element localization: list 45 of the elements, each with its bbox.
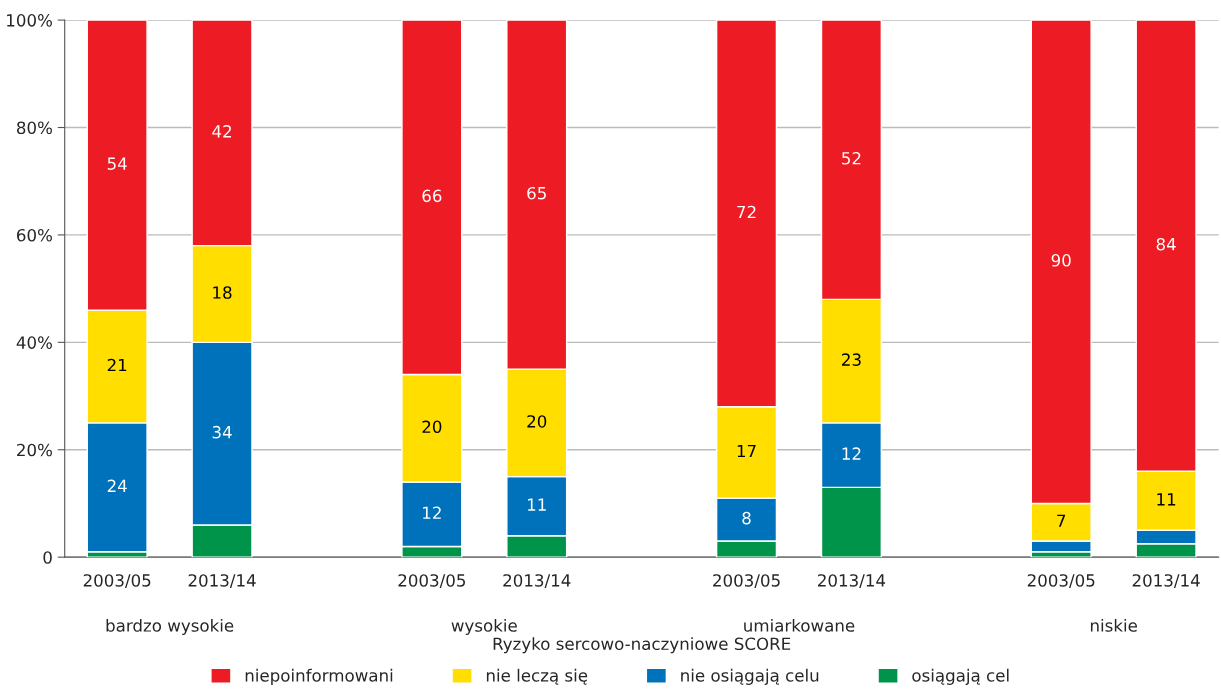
y-tick-label: 20% bbox=[17, 443, 52, 457]
data-label: 20 bbox=[527, 415, 547, 428]
x-tick-label: 2003/05 bbox=[713, 574, 780, 589]
y-tick-label: 60% bbox=[17, 228, 52, 242]
x-axis-title: Ryzyko sercowo-naczyniowe SCORE bbox=[493, 637, 791, 654]
y-tick-label: 100% bbox=[7, 14, 52, 27]
data-label: 52 bbox=[842, 151, 861, 165]
legend-label: osiągają cel bbox=[912, 668, 1009, 685]
y-tick-label: 0 bbox=[43, 551, 52, 564]
data-label: 66 bbox=[422, 189, 442, 203]
x-tick-label: 2013/14 bbox=[188, 574, 256, 589]
data-label: 12 bbox=[423, 506, 441, 519]
data-label: 7 bbox=[1057, 514, 1066, 527]
data-label: 34 bbox=[212, 425, 232, 439]
data-label: 21 bbox=[107, 358, 127, 372]
data-label: 42 bbox=[212, 125, 231, 138]
data-label: 72 bbox=[737, 205, 756, 219]
data-label: 11 bbox=[527, 498, 546, 511]
data-label: 11 bbox=[1157, 493, 1176, 506]
data-label: 18 bbox=[213, 286, 232, 299]
data-label: 20 bbox=[422, 420, 442, 434]
data-label: 65 bbox=[527, 186, 546, 200]
data-label: 23 bbox=[842, 353, 861, 366]
x-tick-label: 2003/05 bbox=[83, 574, 151, 589]
x-tick-label: 2003/05 bbox=[398, 574, 466, 589]
legend-label: nie leczą się bbox=[486, 668, 588, 685]
legend-label: niepoinformowani bbox=[245, 668, 393, 685]
x-tick-label: 2013/14 bbox=[818, 574, 886, 589]
text: umiarkowane bbox=[744, 618, 855, 632]
data-label: 12 bbox=[842, 447, 861, 460]
text: wysokie bbox=[451, 618, 517, 636]
x-tick-label: 2013/14 bbox=[1132, 574, 1200, 589]
data-label: 54 bbox=[107, 157, 127, 170]
data-label: 24 bbox=[107, 479, 127, 492]
x-tick-label: 2003/05 bbox=[1027, 574, 1095, 589]
text: bardzo wysokie bbox=[106, 618, 234, 636]
data-label: 84 bbox=[1156, 237, 1176, 251]
data-label: 8 bbox=[742, 511, 751, 525]
data-label: 17 bbox=[737, 444, 756, 458]
text: niskie bbox=[1090, 618, 1137, 632]
y-tick-label: 80% bbox=[16, 121, 52, 135]
y-tick-label: 40% bbox=[16, 336, 52, 349]
x-tick-label: 2013/14 bbox=[503, 574, 571, 589]
data-label: 90 bbox=[1051, 254, 1071, 267]
legend-label: nie osiągają celu bbox=[681, 668, 819, 685]
